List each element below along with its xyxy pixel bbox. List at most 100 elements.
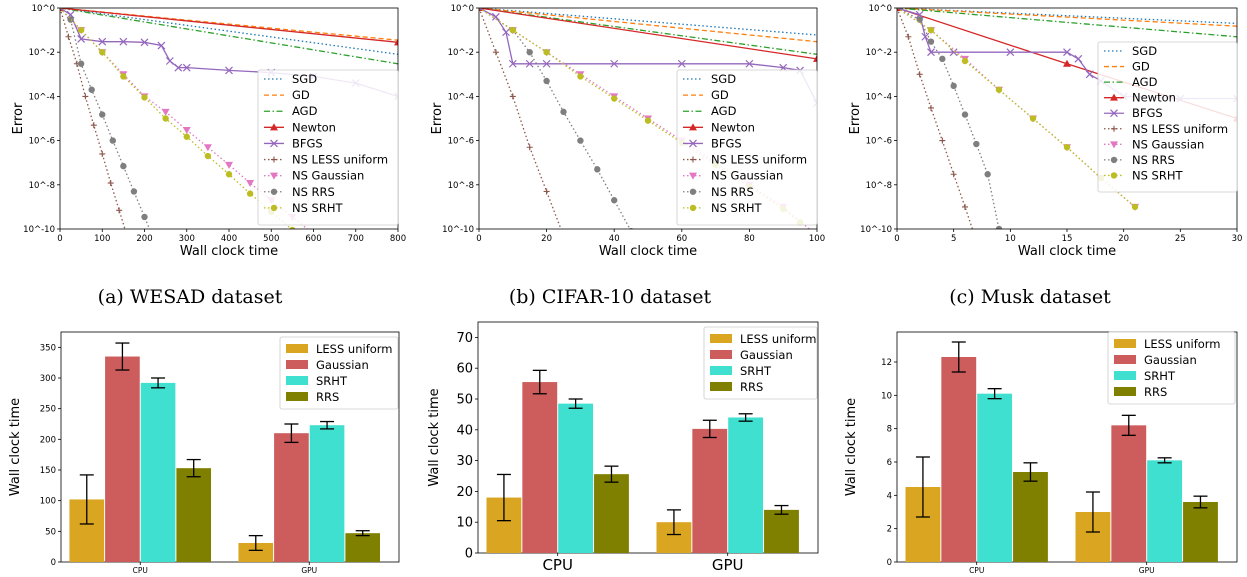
legend-marker — [270, 204, 278, 212]
legend-entry: BFGS — [1132, 106, 1163, 120]
data-point — [182, 63, 191, 72]
y-tick-label: 10^-4 — [866, 92, 892, 102]
data-point — [677, 59, 686, 68]
y-tick-label: 10^-6 — [29, 137, 55, 147]
series-line-ns-rrs — [897, 8, 1000, 229]
data-point — [120, 73, 127, 80]
legend-marker — [689, 188, 697, 195]
data-point — [1063, 144, 1071, 151]
y-tick-label: 10^0 — [451, 4, 474, 14]
data-point — [905, 33, 912, 40]
x-tick-label: 100 — [94, 234, 110, 244]
legend-entry: Gaussian — [1144, 353, 1197, 367]
x-tick-label: 300 — [179, 234, 195, 244]
data-point — [927, 38, 935, 45]
y-tick-label: 300 — [40, 374, 56, 384]
legend-marker — [270, 139, 278, 148]
y-tick-label: 10^-10 — [23, 225, 55, 235]
x-tick-label: 80 — [744, 234, 755, 244]
data-point — [526, 144, 533, 151]
legend-entry: SGD — [711, 72, 736, 86]
y-tick-label: 20 — [456, 485, 473, 500]
y-tick-label: 0 — [465, 547, 473, 562]
data-point — [98, 37, 107, 46]
x-tick-label: 800 — [390, 234, 406, 244]
x-axis-label: Wall clock time — [180, 244, 278, 259]
data-point — [99, 49, 106, 56]
data-point — [973, 140, 980, 148]
data-point — [950, 171, 957, 178]
legend-entry: NS RRS — [1132, 153, 1175, 167]
x-tick-label: 600 — [305, 234, 321, 244]
legend-marker — [270, 188, 278, 195]
panel-caption: (c) Musk dataset — [949, 286, 1111, 308]
legend-marker — [689, 204, 697, 212]
x-tick-label: 15 — [1062, 234, 1073, 244]
data-point — [77, 26, 85, 34]
y-tick-label: 70 — [456, 331, 473, 346]
y-tick-label: 10 — [881, 391, 892, 401]
data-point — [225, 161, 233, 169]
data-point — [141, 94, 148, 101]
data-point — [141, 213, 148, 221]
data-point — [543, 188, 550, 195]
data-point — [1085, 70, 1094, 79]
x-tick-label: 200 — [136, 234, 152, 244]
data-point — [310, 245, 316, 251]
bar-rrs-cpu — [594, 474, 629, 553]
legend-swatch — [1114, 355, 1136, 364]
x-tick-label: 20 — [1118, 234, 1129, 244]
data-point — [119, 37, 128, 46]
legend-entry: Gaussian — [740, 348, 793, 362]
bar-srht-gpu — [1147, 460, 1183, 562]
legend-swatch — [710, 334, 732, 343]
data-point — [491, 12, 500, 21]
data-point — [246, 180, 255, 188]
data-point — [509, 26, 516, 34]
data-point — [939, 55, 946, 63]
legend-entry: NS SRHT — [292, 201, 343, 215]
data-point — [542, 59, 551, 68]
legend-entry: AGD — [711, 104, 737, 118]
data-point — [502, 28, 510, 37]
legend-entry: Newton — [711, 120, 755, 134]
data-point — [125, 235, 131, 241]
x-tick-label: 60 — [676, 234, 687, 244]
legend-entry: GD — [292, 88, 310, 102]
y-axis-label: Wall clock time — [427, 388, 442, 486]
legend-entry: NS LESS uniform — [711, 153, 807, 167]
y-tick-label: 10 — [456, 516, 473, 531]
legend-entry: GD — [711, 88, 729, 102]
y-tick-label: 6 — [887, 458, 892, 468]
data-point — [927, 48, 935, 57]
legend-entry: AGD — [292, 104, 318, 118]
y-tick-label: 10^-6 — [866, 137, 892, 147]
data-point — [594, 166, 601, 173]
series-line-sgd — [60, 8, 398, 55]
axes-frame — [477, 321, 819, 554]
legend-entry: Newton — [1132, 91, 1176, 105]
data-point — [140, 38, 149, 47]
legend-entry: BFGS — [711, 136, 742, 150]
y-tick-label: 10^-10 — [442, 225, 474, 235]
series-line-ns-less-uniform — [479, 8, 562, 229]
x-tick-label: 500 — [263, 234, 279, 244]
y-tick-label: 10^-2 — [866, 48, 892, 58]
legend-entry: LESS uniform — [1144, 337, 1221, 351]
legend-marker — [1111, 125, 1117, 132]
data-point — [331, 248, 339, 255]
data-point — [961, 111, 969, 118]
data-point — [949, 48, 958, 57]
data-point — [995, 225, 1003, 229]
legend-marker — [1110, 156, 1118, 164]
legend-swatch — [1114, 387, 1136, 396]
x-tick-label: 700 — [348, 234, 364, 244]
legend-swatch — [1114, 339, 1136, 348]
y-tick-label: 10^-2 — [448, 48, 474, 58]
legend-entry: RRS — [316, 390, 339, 404]
y-tick-label: 10^-8 — [866, 181, 892, 191]
data-point — [509, 93, 516, 100]
data-point — [916, 71, 923, 78]
legend-entry: LESS uniform — [316, 342, 393, 356]
x-tick-label: 40 — [609, 234, 620, 244]
